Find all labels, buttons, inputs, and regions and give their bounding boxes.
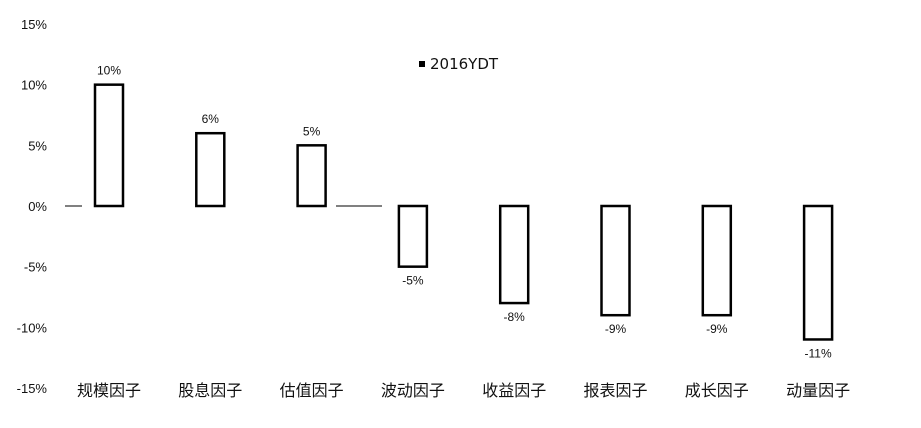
category-label: 报表因子	[583, 381, 647, 400]
bar	[701, 204, 733, 317]
bar	[296, 144, 327, 208]
data-label: 5%	[303, 124, 321, 138]
category-label: 规模因子	[77, 381, 141, 400]
y-tick-label: -15%	[17, 381, 48, 396]
y-tick-label: 10%	[21, 78, 47, 93]
bar	[600, 204, 631, 317]
y-tick-label: 0%	[28, 199, 47, 214]
category-label: 收益因子	[482, 381, 546, 400]
data-label: -8%	[504, 310, 526, 324]
y-tick-label: -10%	[17, 320, 48, 335]
category-label: 动量因子	[786, 381, 850, 400]
bar	[195, 131, 226, 208]
y-axis: 15% 10% 5% 0% -5% -10% -15%	[17, 17, 48, 396]
data-label: -5%	[402, 274, 424, 288]
category-label: 成长因子	[685, 381, 749, 400]
bar	[93, 83, 125, 208]
legend: 2016YDT	[419, 55, 499, 73]
category-label: 股息因子	[178, 381, 242, 400]
bars-group	[93, 83, 834, 341]
y-tick-label: 5%	[28, 138, 47, 153]
bar	[802, 204, 834, 341]
data-label: -9%	[706, 322, 728, 336]
data-label: 10%	[97, 64, 121, 78]
bar	[397, 204, 429, 268]
data-label: 6%	[202, 112, 220, 126]
data-labels-group: 10% 6% 5% -5% -8% -9% -9% -11%	[97, 64, 832, 361]
data-label: -11%	[805, 346, 832, 360]
legend-label: 2016YDT	[430, 55, 499, 73]
legend-swatch	[419, 61, 425, 67]
x-axis: 规模因子 股息因子 估值因子 波动因子 收益因子 报表因子 成长因子 动量因子	[77, 381, 850, 400]
category-label: 估值因子	[280, 381, 344, 400]
y-tick-label: -5%	[24, 260, 48, 275]
data-label: -9%	[605, 322, 627, 336]
category-label: 波动因子	[381, 381, 445, 400]
bar	[498, 204, 530, 305]
y-tick-label: 15%	[21, 17, 47, 32]
